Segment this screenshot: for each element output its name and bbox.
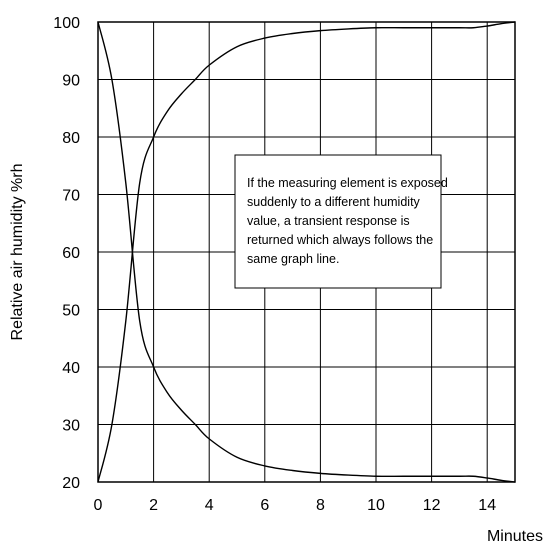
- annotation-line: returned which always follows the: [247, 233, 433, 247]
- tick-labels: 0 2 4 6 8 10 12 14 20 30 40 50 60 70 80 90 100: [53, 15, 496, 514]
- x-tick-label: 0: [94, 497, 103, 514]
- x-tick-label: 10: [367, 497, 385, 514]
- y-tick-label: 30: [62, 418, 80, 435]
- x-tick-label: 6: [260, 497, 269, 514]
- y-tick-label: 80: [62, 130, 80, 147]
- y-tick-label: 20: [62, 475, 80, 492]
- y-tick-label: 100: [53, 15, 80, 32]
- plot-frame: [97, 21, 516, 483]
- annotation-line: suddenly to a different humidity: [247, 195, 421, 209]
- x-tick-label: 2: [149, 497, 158, 514]
- y-axis-label: Relative air humidity %rh: [9, 164, 26, 341]
- x-tick-label: 4: [205, 497, 214, 514]
- annotation-line: same graph line.: [247, 252, 339, 266]
- falling-response-line: [97, 21, 516, 483]
- rising-response-line: [97, 21, 516, 483]
- series-lines: [97, 21, 516, 483]
- x-tick-label: 8: [316, 497, 325, 514]
- y-tick-label: 70: [62, 188, 80, 205]
- x-axis-label: Minutes: [487, 528, 543, 544]
- y-tick-label: 60: [62, 245, 80, 262]
- annotation-line: value, a transient response is: [247, 214, 410, 228]
- x-tick-label: 12: [423, 497, 441, 514]
- y-tick-label: 40: [62, 360, 80, 377]
- annotation-box: If the measuring element is exposed sudd…: [234, 154, 448, 289]
- annotation-line: If the measuring element is exposed: [247, 176, 448, 190]
- x-tick-label: 14: [478, 497, 496, 514]
- y-tick-label: 50: [62, 303, 80, 320]
- y-tick-label: 90: [62, 73, 80, 90]
